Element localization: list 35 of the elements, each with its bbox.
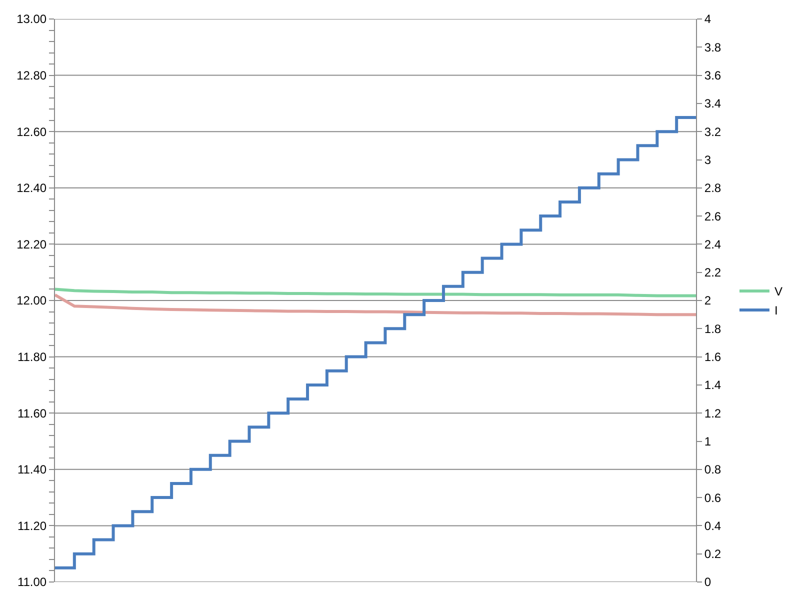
y-tick-label: 11.60 bbox=[17, 406, 47, 420]
y2-tick-label: 0 bbox=[704, 575, 712, 590]
line-series bbox=[55, 288, 696, 298]
y-tick-label: 12.20 bbox=[16, 237, 47, 252]
y2-tick-label: 1.2 bbox=[704, 406, 722, 420]
y2-tick-label: 1.6 bbox=[704, 350, 722, 364]
y2-tick-label: 2.2 bbox=[704, 266, 722, 280]
y2-tick-label: 2 bbox=[704, 294, 712, 308]
y2-tick-label: 3.6 bbox=[704, 68, 722, 82]
y2-tick-label: 3.4 bbox=[704, 96, 722, 111]
y2-tick-label: 1.8 bbox=[704, 322, 722, 336]
y-tick-label: 12.00 bbox=[16, 294, 47, 308]
y2-tick-label: 3.2 bbox=[704, 124, 722, 139]
y2-tick-label: 4 bbox=[704, 12, 712, 26]
y2-tick-label: 1.4 bbox=[704, 378, 722, 392]
y-tick-label: 11.20 bbox=[17, 518, 47, 533]
y-tick-label: 12.80 bbox=[16, 68, 47, 82]
y2-tick-label: 3.8 bbox=[704, 40, 722, 54]
y-tick-label: 12.40 bbox=[16, 181, 47, 196]
y2-tick-label: 0.8 bbox=[704, 462, 722, 477]
y-tick-label: 11.80 bbox=[17, 350, 47, 364]
y2-tick-label: 2.6 bbox=[704, 209, 722, 224]
y2-tick-label: 0.6 bbox=[704, 490, 722, 505]
legend-label: V bbox=[774, 284, 782, 299]
y-tick-label: 12.60 bbox=[16, 124, 47, 139]
y2-tick-label: 3 bbox=[704, 152, 712, 167]
y2-tick-label: 1 bbox=[704, 434, 712, 448]
y2-tick-label: 0.4 bbox=[704, 518, 722, 533]
y2-tick-label: 2.4 bbox=[704, 237, 722, 252]
y-tick-label: 13.00 bbox=[16, 12, 47, 26]
y2-tick-label: 0.2 bbox=[704, 547, 722, 562]
legend-label: I bbox=[774, 304, 778, 318]
y-tick-label: 11.00 bbox=[17, 575, 47, 590]
y-tick-label: 11.40 bbox=[17, 462, 47, 477]
y2-tick-label: 2.8 bbox=[704, 181, 722, 196]
